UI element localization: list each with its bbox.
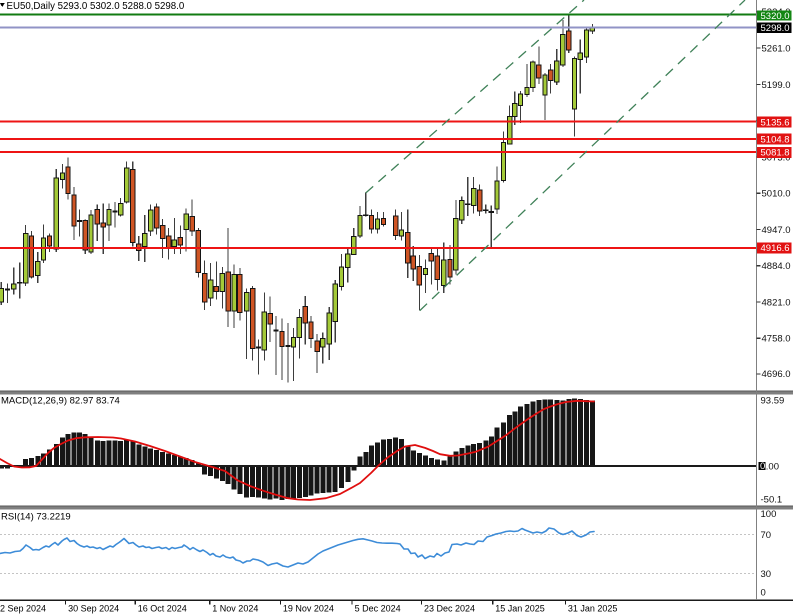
svg-text:RSI(14) 73.2219: RSI(14) 73.2219	[1, 512, 71, 523]
svg-text:70: 70	[761, 530, 772, 541]
svg-text:93.59: 93.59	[761, 396, 785, 407]
svg-text:5261.0: 5261.0	[762, 43, 791, 54]
svg-text:31 Jan 2025: 31 Jan 2025	[568, 604, 618, 614]
svg-text:1 Nov 2024: 1 Nov 2024	[212, 604, 258, 614]
svg-text:-50.1: -50.1	[761, 494, 783, 505]
svg-text:4696.0: 4696.0	[762, 369, 791, 380]
svg-text:MACD(12,26,9) 82.97 83.74: MACD(12,26,9) 82.97 83.74	[1, 396, 120, 407]
svg-text:EU50,Daily 5293.0 5302.0 5288: EU50,Daily 5293.0 5302.0 5288.0 5298.0	[7, 1, 185, 12]
svg-text:5104.8: 5104.8	[761, 134, 790, 145]
svg-text:30: 30	[761, 569, 772, 580]
svg-text:5 Dec 2024: 5 Dec 2024	[355, 604, 401, 614]
svg-text:.00: .00	[766, 461, 779, 472]
svg-text:12 Sep 2024: 12 Sep 2024	[0, 604, 46, 614]
svg-text:16 Oct 2024: 16 Oct 2024	[138, 604, 187, 614]
svg-text:4916.6: 4916.6	[761, 243, 790, 254]
svg-text:0: 0	[760, 461, 765, 472]
svg-text:4821.0: 4821.0	[762, 297, 791, 308]
svg-text:30 Sep 2024: 30 Sep 2024	[68, 604, 119, 614]
svg-text:5320.0: 5320.0	[761, 11, 790, 22]
svg-text:15 Jan 2025: 15 Jan 2025	[495, 604, 545, 614]
svg-text:100: 100	[761, 509, 777, 520]
svg-text:5081.8: 5081.8	[761, 148, 790, 159]
svg-text:5010.0: 5010.0	[762, 189, 791, 200]
svg-text:23 Dec 2024: 23 Dec 2024	[424, 604, 475, 614]
svg-text:5298.0: 5298.0	[761, 23, 790, 34]
svg-text:0: 0	[761, 588, 766, 599]
svg-text:5135.6: 5135.6	[761, 117, 790, 128]
svg-text:5199.0: 5199.0	[762, 80, 791, 91]
svg-text:4758.0: 4758.0	[762, 334, 791, 345]
svg-text:4947.0: 4947.0	[762, 225, 791, 236]
svg-text:4884.0: 4884.0	[762, 261, 791, 272]
svg-text:19 Nov 2024: 19 Nov 2024	[283, 604, 334, 614]
